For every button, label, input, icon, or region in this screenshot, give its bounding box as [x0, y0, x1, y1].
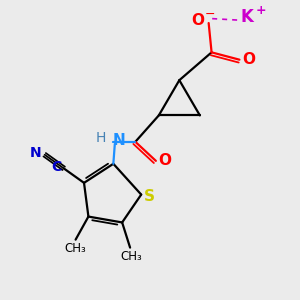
- Text: S: S: [143, 188, 155, 203]
- Text: N: N: [113, 133, 125, 148]
- Text: CH₃: CH₃: [65, 242, 86, 255]
- Text: C: C: [51, 160, 62, 174]
- Text: N: N: [29, 146, 41, 160]
- Text: +: +: [256, 4, 266, 17]
- Text: K: K: [241, 8, 254, 26]
- Text: O: O: [191, 13, 204, 28]
- Text: −: −: [205, 8, 215, 21]
- Text: O: O: [158, 153, 171, 168]
- Text: O: O: [242, 52, 255, 67]
- Text: CH₃: CH₃: [121, 250, 142, 263]
- Text: H: H: [96, 131, 106, 145]
